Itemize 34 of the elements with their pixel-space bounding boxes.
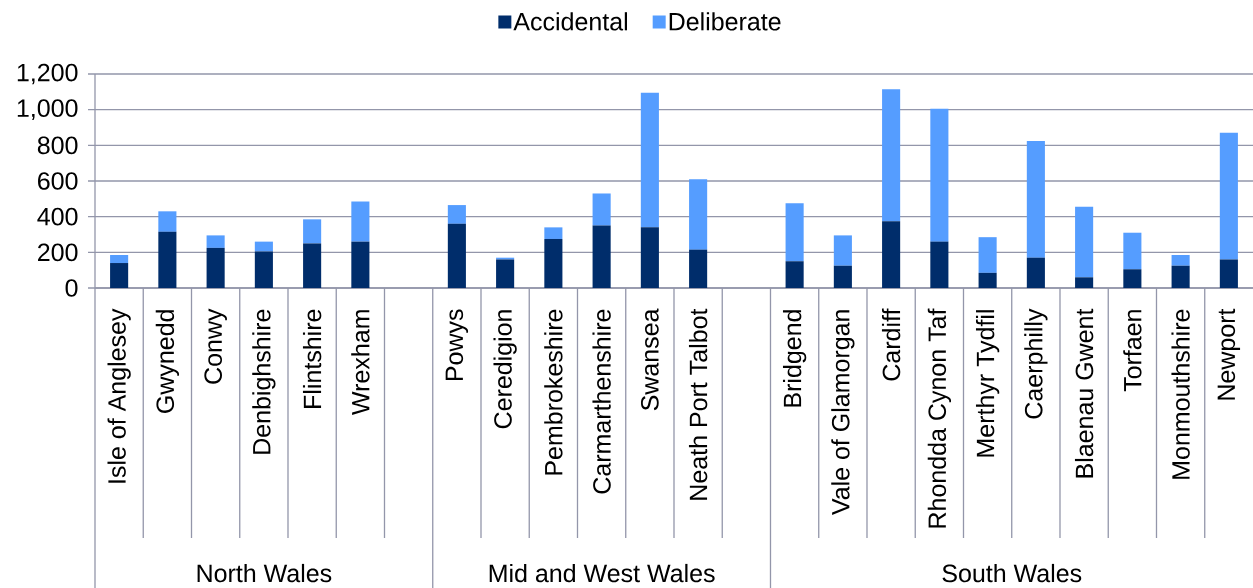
x-tick-label: Blaenau Gwent: [1074, 308, 1094, 478]
x-tick-label: Carmarthenshire: [592, 309, 611, 494]
x-tick-label: Newport: [1217, 308, 1241, 400]
x-tick-label: Denbighshire: [252, 309, 276, 454]
x-tick-label: Rhondda Cynon Taf: [927, 308, 952, 528]
x-tick-label: Monmouthshire: [1171, 309, 1190, 479]
text: Mid and West Wales: [489, 563, 715, 583]
text: South Wales: [942, 563, 1082, 583]
x-tick-label: Powys: [445, 309, 469, 381]
legend-label: Deliberate: [669, 12, 781, 31]
x-tick-label: Merthyr Tydfil: [975, 310, 1000, 457]
x-tick-label: Wrexham: [351, 310, 370, 415]
x-tick-label: Isle of Anglesey: [107, 308, 131, 483]
x-tick-label: Vale of Glamorgan: [831, 310, 855, 516]
x-tick-label: Gwynedd: [155, 310, 180, 413]
x-tick-label: Torfaen: [1123, 310, 1142, 392]
y-tick-label: 600: [38, 172, 78, 190]
x-tick-label: Neath Port Talbot: [688, 308, 708, 500]
text: North Wales: [197, 563, 332, 583]
x-tick-label: Flintshire: [302, 309, 322, 408]
y-tick-label: 400: [37, 207, 78, 226]
y-tick-label: 0: [65, 279, 78, 297]
y-tick-label: 1,000: [17, 99, 78, 120]
x-tick-label: Cardiff: [881, 308, 901, 381]
x-tick-label: Conwy: [204, 308, 227, 384]
x-tick-label: Swansea: [641, 308, 659, 411]
x-tick-label: Caerphilly: [1024, 308, 1048, 419]
y-tick-label: 1,200: [17, 63, 78, 85]
x-tick-label: Bridgend: [782, 310, 807, 407]
legend-label: Accidental: [513, 12, 627, 31]
x-tick-label: Pembrokeshire: [544, 309, 563, 475]
y-tick-label: 800: [37, 136, 78, 155]
x-tick-label: Ceredigion: [493, 310, 517, 429]
y-tick-label: 200: [38, 243, 78, 262]
